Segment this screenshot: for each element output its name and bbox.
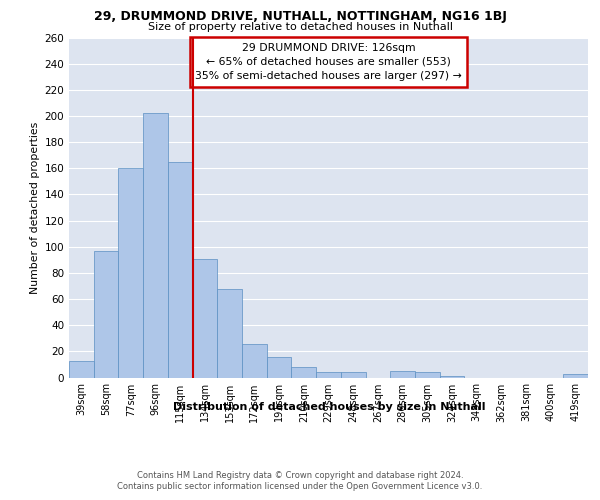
Bar [292,367,316,378]
Text: Size of property relative to detached houses in Nuthall: Size of property relative to detached ho… [148,22,452,32]
Bar [118,168,143,378]
Bar [143,114,168,378]
Bar [94,250,118,378]
Bar [267,356,292,378]
Bar [217,288,242,378]
Text: 29 DRUMMOND DRIVE: 126sqm
← 65% of detached houses are smaller (553)
35% of semi: 29 DRUMMOND DRIVE: 126sqm ← 65% of detac… [195,42,462,82]
Text: Contains HM Land Registry data © Crown copyright and database right 2024.: Contains HM Land Registry data © Crown c… [137,471,463,480]
Bar [242,344,267,378]
Bar [69,360,94,378]
Bar [563,374,588,378]
Bar [390,371,415,378]
Bar [193,258,217,378]
Bar [341,372,365,378]
Bar [168,162,193,378]
Bar [440,376,464,378]
Y-axis label: Number of detached properties: Number of detached properties [30,122,40,294]
Text: Contains public sector information licensed under the Open Government Licence v3: Contains public sector information licen… [118,482,482,491]
Bar [415,372,440,378]
Text: 29, DRUMMOND DRIVE, NUTHALL, NOTTINGHAM, NG16 1BJ: 29, DRUMMOND DRIVE, NUTHALL, NOTTINGHAM,… [94,10,506,23]
Text: Distribution of detached houses by size in Nuthall: Distribution of detached houses by size … [173,402,485,412]
Bar [316,372,341,378]
